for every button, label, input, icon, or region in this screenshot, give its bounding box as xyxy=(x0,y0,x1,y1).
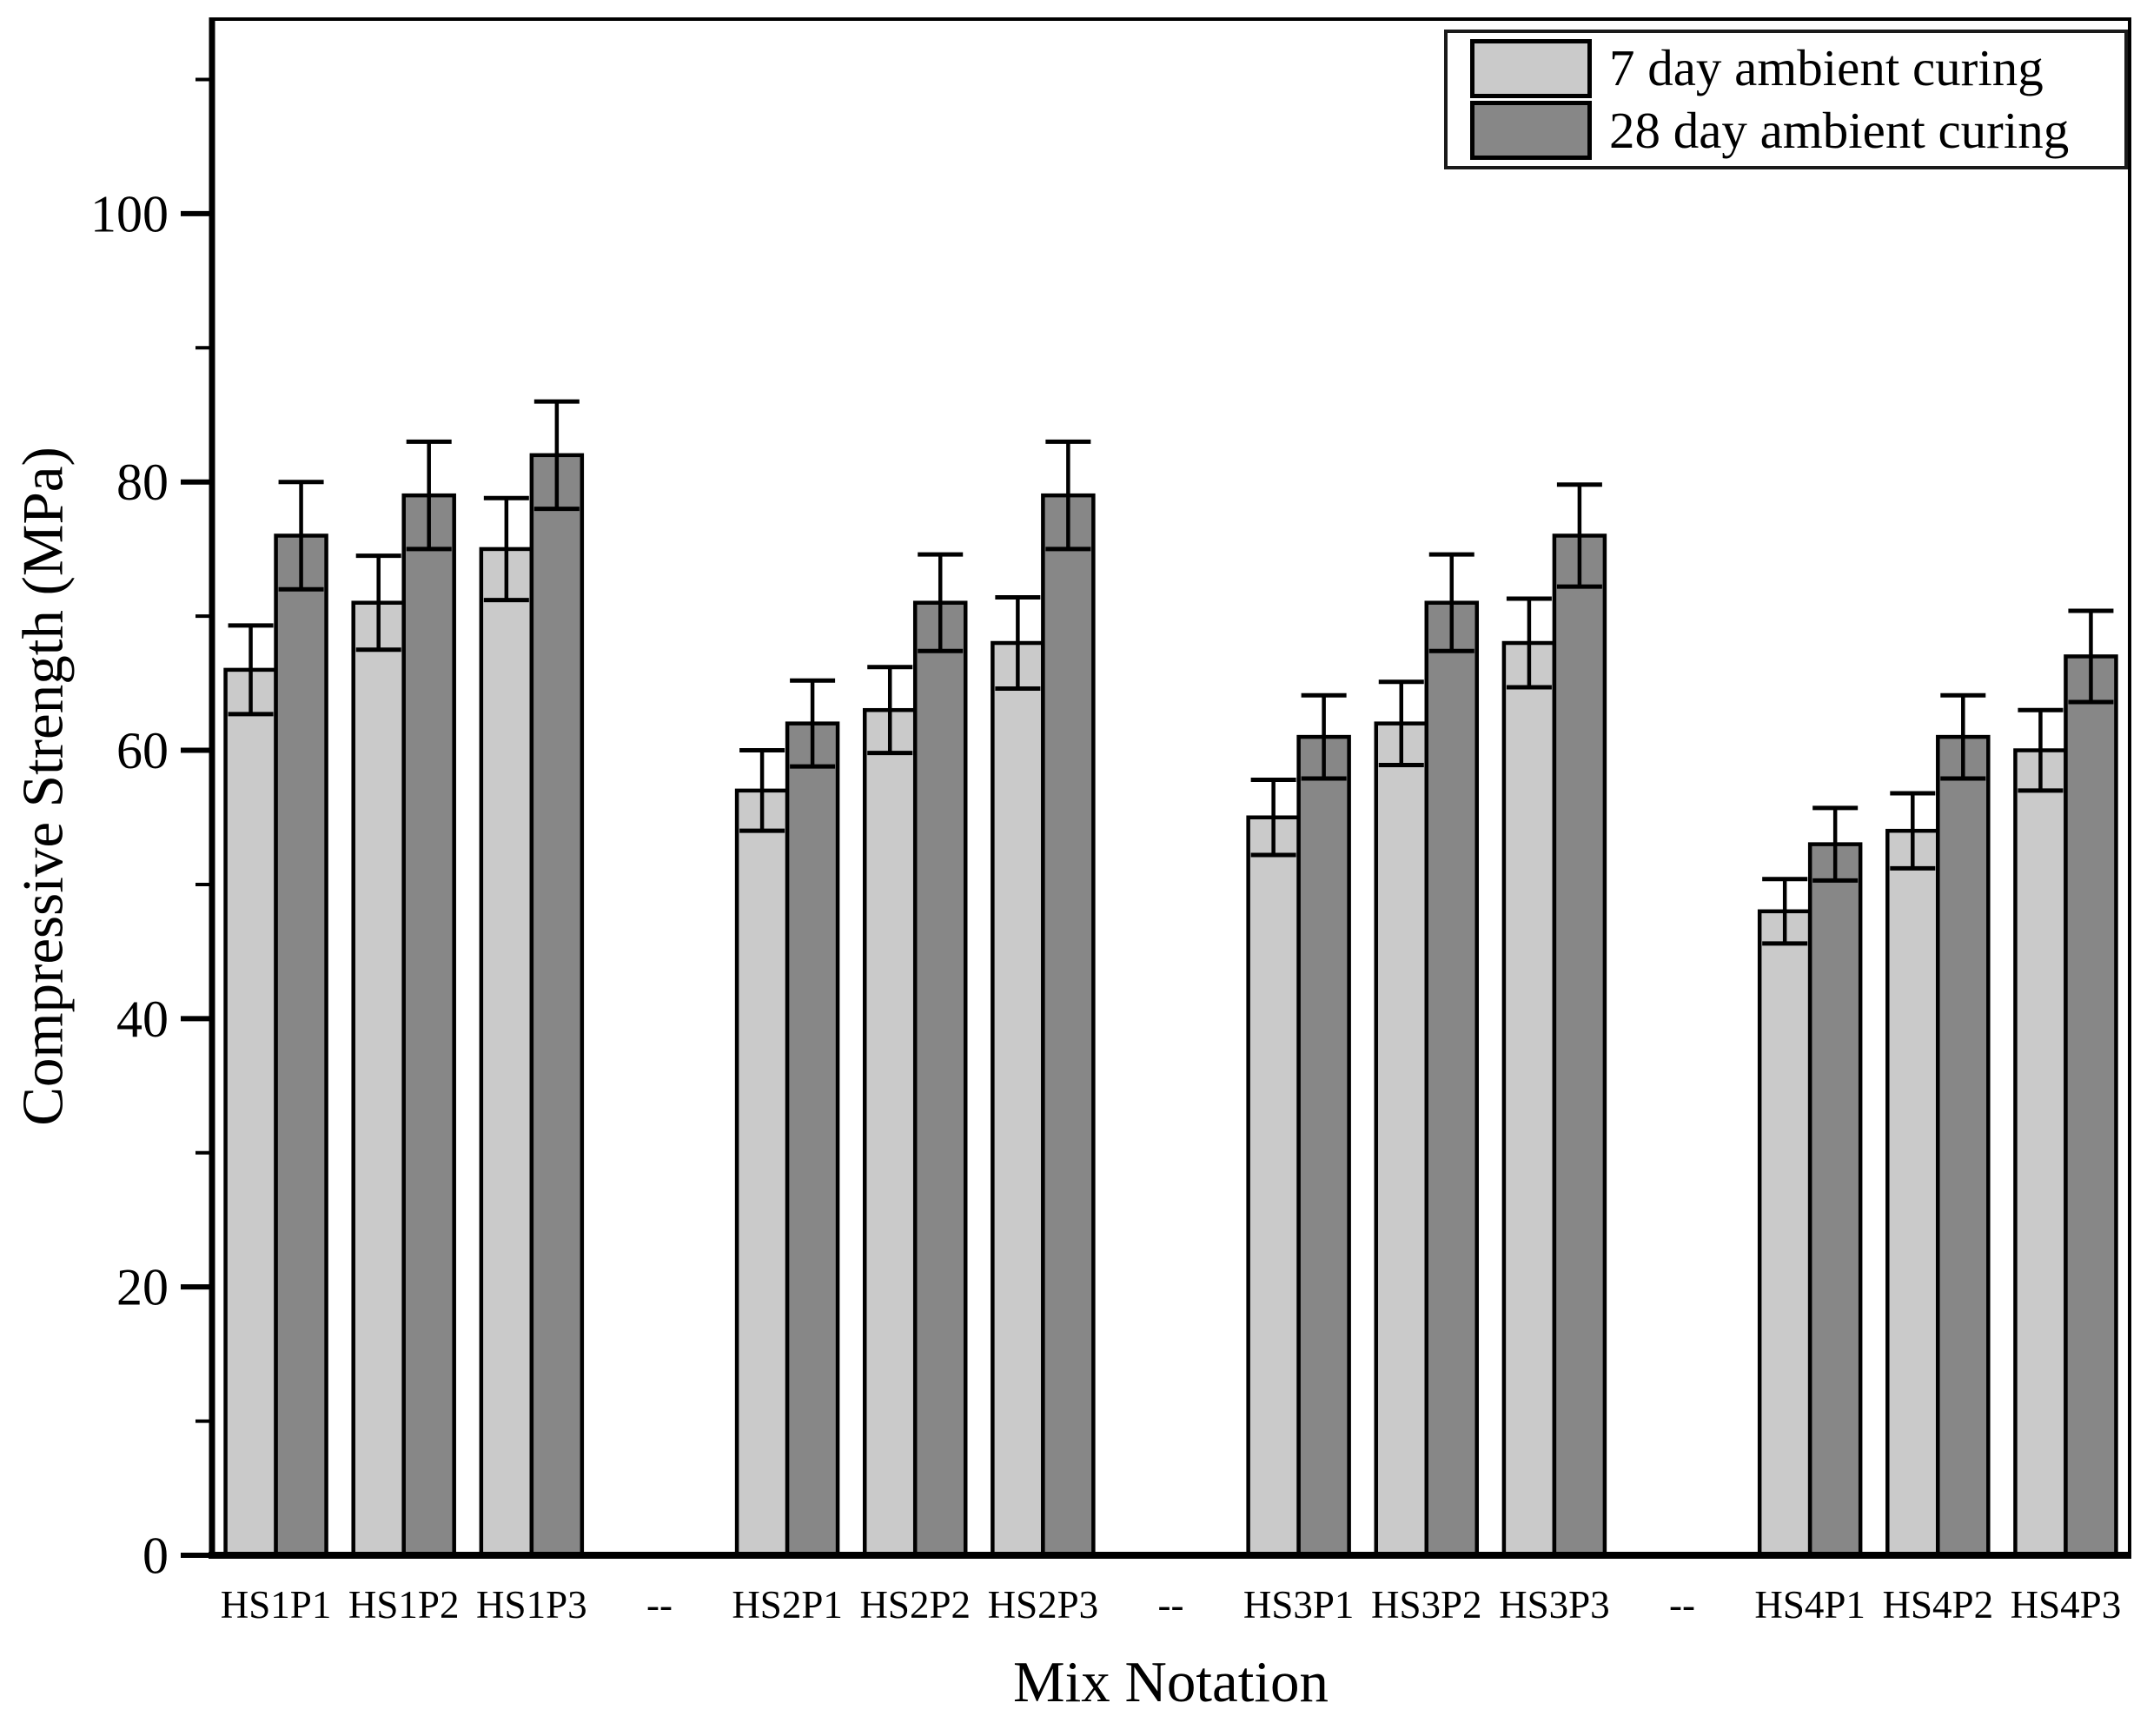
bar-7-day-ambient-curing-HS3P1 xyxy=(1246,815,1301,1558)
category-label-HS2P1: HS2P1 xyxy=(732,1583,843,1627)
bar-7-day-ambient-curing-HS3P3 xyxy=(1501,640,1557,1558)
bar-28-day-ambient-curing-HS4P1 xyxy=(1807,842,1863,1558)
category-label-HS3P1: HS3P1 xyxy=(1243,1583,1355,1627)
bar-28-day-ambient-curing-HS1P3 xyxy=(529,453,585,1558)
bar-28-day-ambient-curing-HS3P2 xyxy=(1424,600,1480,1558)
category-label-HS3P3: HS3P3 xyxy=(1499,1583,1610,1627)
bar-7-day-ambient-curing-HS2P2 xyxy=(862,707,918,1558)
bar-28-day-ambient-curing-HS2P1 xyxy=(785,721,840,1558)
category-label-HS1P3: HS1P3 xyxy=(476,1583,587,1627)
category-label-separator-11: -- xyxy=(1669,1583,1695,1627)
y-tick-label-60: 60 xyxy=(116,722,169,779)
category-label-HS2P2: HS2P2 xyxy=(859,1583,971,1627)
bar-7-day-ambient-curing-HS2P3 xyxy=(991,640,1045,1558)
x-axis-title: Mix Notation xyxy=(1013,1650,1329,1714)
category-label-HS3P2: HS3P2 xyxy=(1371,1583,1482,1627)
bar-7-day-ambient-curing-HS1P3 xyxy=(479,547,534,1558)
legend-label-7-day-ambient-curing: 7 day ambient curing xyxy=(1609,39,2044,97)
category-label-HS4P3: HS4P3 xyxy=(2011,1583,2122,1627)
category-label-HS4P2: HS4P2 xyxy=(1883,1583,1994,1627)
bar-28-day-ambient-curing-HS2P3 xyxy=(1041,493,1096,1558)
bar-28-day-ambient-curing-HS4P2 xyxy=(1936,734,1991,1558)
y-tick-label-80: 80 xyxy=(116,454,169,511)
y-axis-title: Compressive Strength (MPa) xyxy=(10,447,76,1126)
legend-swatch-7-day-ambient-curing xyxy=(1470,38,1592,98)
y-tick-label-0: 0 xyxy=(142,1527,169,1584)
legend-swatch-28-day-ambient-curing xyxy=(1470,101,1592,161)
bar-7-day-ambient-curing-HS2P1 xyxy=(734,788,790,1558)
legend: 7 day ambient curing 28 day ambient curi… xyxy=(1444,30,2128,169)
bar-7-day-ambient-curing-HS4P1 xyxy=(1757,909,1812,1558)
bar-28-day-ambient-curing-HS3P3 xyxy=(1552,533,1607,1558)
legend-row-28-day: 28 day ambient curing xyxy=(1470,100,2124,161)
category-label-separator-3: -- xyxy=(646,1583,673,1627)
category-label-HS4P1: HS4P1 xyxy=(1754,1583,1865,1627)
y-tick-label-20: 20 xyxy=(116,1259,169,1316)
bar-7-day-ambient-curing-HS4P2 xyxy=(1885,828,1940,1558)
category-label-HS1P2: HS1P2 xyxy=(348,1583,460,1627)
y-tick-label-100: 100 xyxy=(90,185,169,242)
bar-7-day-ambient-curing-HS3P2 xyxy=(1374,721,1429,1558)
category-label-HS2P3: HS2P3 xyxy=(988,1583,1099,1627)
category-label-HS1P1: HS1P1 xyxy=(221,1583,332,1627)
bar-28-day-ambient-curing-HS4P3 xyxy=(2064,654,2118,1558)
bar-28-day-ambient-curing-HS1P2 xyxy=(401,493,456,1558)
legend-row-7-day: 7 day ambient curing xyxy=(1470,38,2124,99)
legend-label-28-day-ambient-curing: 28 day ambient curing xyxy=(1609,101,2070,159)
bar-28-day-ambient-curing-HS2P2 xyxy=(912,600,968,1558)
bar-28-day-ambient-curing-HS3P1 xyxy=(1296,734,1351,1558)
bar-7-day-ambient-curing-HS1P2 xyxy=(351,600,406,1558)
y-tick-label-40: 40 xyxy=(116,991,169,1048)
bar-7-day-ambient-curing-HS4P3 xyxy=(2013,748,2068,1558)
bar-7-day-ambient-curing-HS1P1 xyxy=(223,667,278,1558)
bar-28-day-ambient-curing-HS1P1 xyxy=(274,533,328,1558)
category-label-separator-7: -- xyxy=(1158,1583,1184,1627)
